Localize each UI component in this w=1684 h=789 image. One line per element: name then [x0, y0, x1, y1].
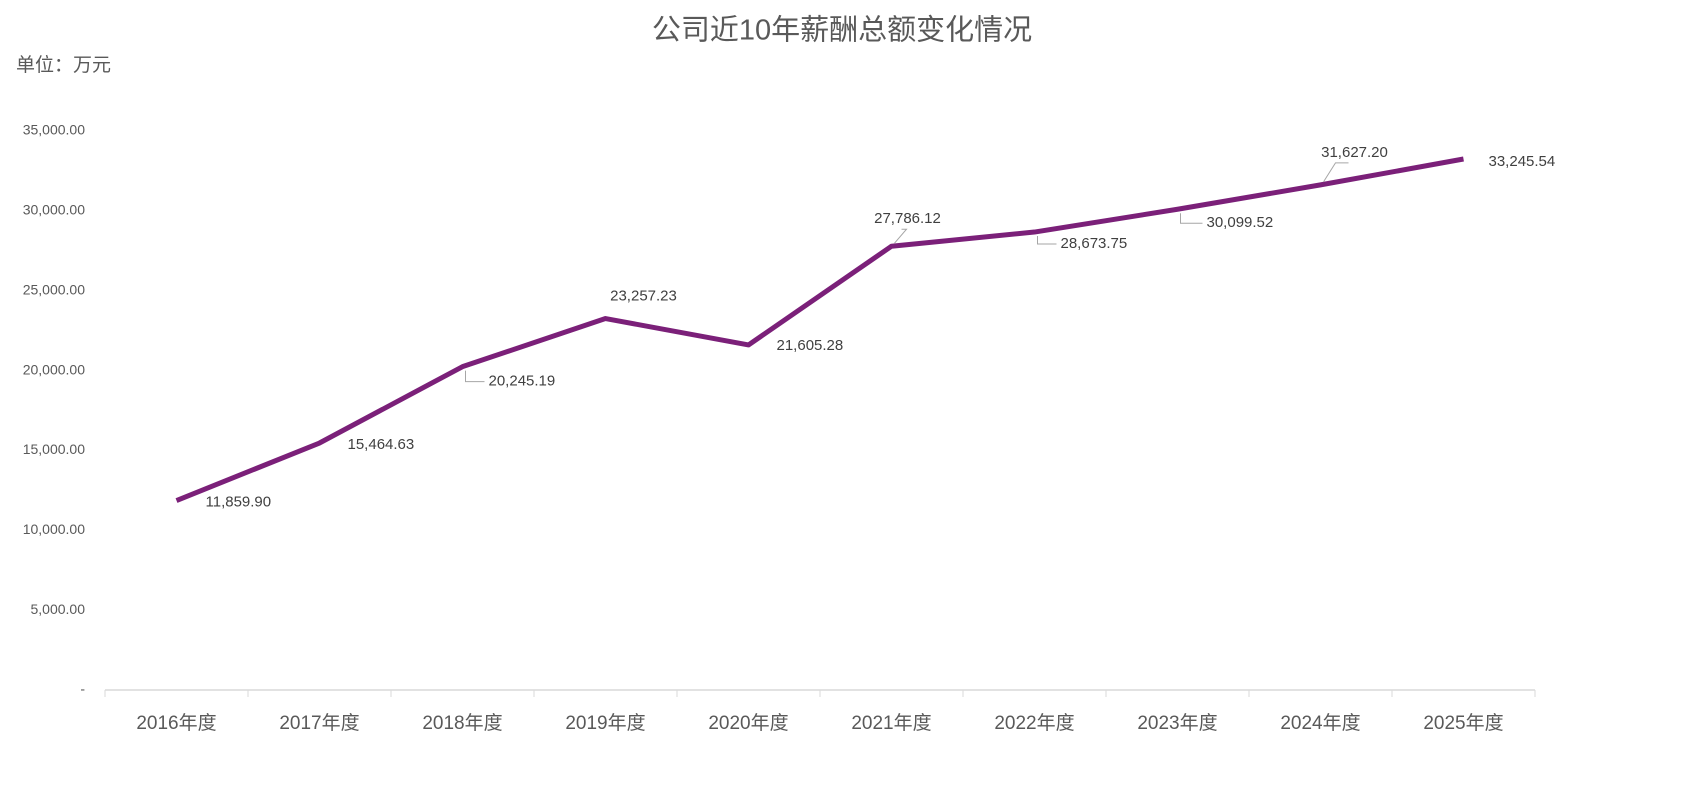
x-tick-label: 2025年度 — [1423, 712, 1503, 734]
data-label: 15,464.63 — [348, 436, 415, 453]
x-tick-label: 2021年度 — [851, 712, 931, 734]
y-tick-label: - — [80, 681, 85, 697]
data-label: 11,859.90 — [206, 494, 272, 511]
x-tick-label: 2022年度 — [994, 712, 1074, 734]
line-series — [175, 156, 1464, 503]
x-tick-label: 2016年度 — [136, 712, 216, 734]
y-tick-label: 15,000.00 — [23, 441, 85, 457]
data-label: 23,257.23 — [610, 288, 677, 305]
data-label: 33,245.54 — [1489, 153, 1556, 170]
unit-label: 单位：万元 — [16, 54, 111, 76]
data-label: 28,673.75 — [1061, 235, 1128, 252]
x-tick-label: 2018年度 — [422, 712, 502, 734]
data-label: 21,605.28 — [777, 337, 844, 354]
x-tick-label: 2019年度 — [565, 712, 645, 734]
y-tick-label: 30,000.00 — [23, 202, 85, 218]
y-tick-label: 35,000.00 — [23, 122, 85, 138]
label-leader — [1037, 236, 1057, 245]
x-tick-label: 2024年度 — [1280, 712, 1360, 734]
chart-title: 公司近10年薪酬总额变化情况 — [652, 14, 1032, 47]
label-leader — [465, 370, 485, 383]
data-label: 30,099.52 — [1207, 214, 1274, 231]
label-leader — [894, 228, 908, 244]
x-tick-label: 2017年度 — [279, 712, 359, 734]
y-tick-label: 10,000.00 — [23, 521, 85, 537]
data-label: 20,245.19 — [489, 373, 556, 390]
data-label: 31,627.20 — [1321, 144, 1388, 161]
y-tick-label: 20,000.00 — [23, 361, 85, 377]
y-tick-label: 5,000.00 — [31, 601, 86, 617]
y-tick-label: 25,000.00 — [23, 281, 85, 297]
label-leader — [1323, 162, 1349, 183]
data-label: 27,786.12 — [874, 210, 941, 227]
x-tick-label: 2020年度 — [708, 712, 788, 734]
label-leader — [1180, 213, 1203, 224]
x-tick-label: 2023年度 — [1137, 712, 1217, 734]
